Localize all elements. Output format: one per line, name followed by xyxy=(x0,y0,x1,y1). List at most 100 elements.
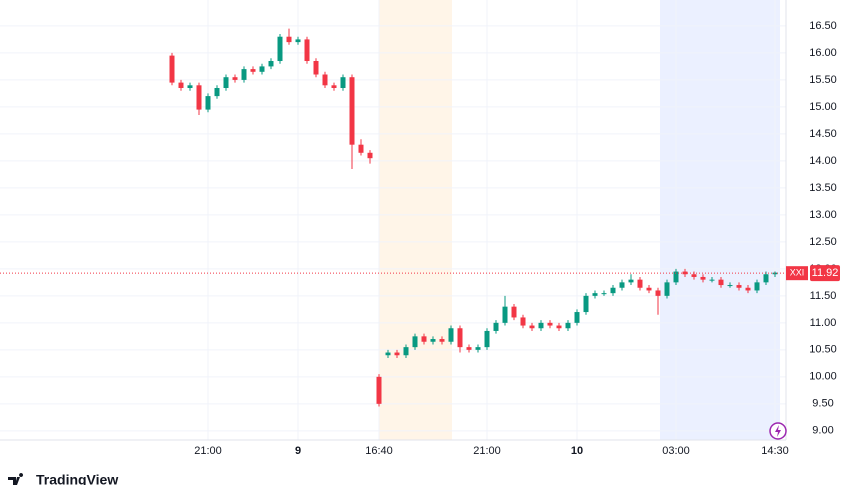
brand: TradingView xyxy=(36,472,118,485)
x-tick-label: 14:30 xyxy=(761,445,789,457)
y-tick-label: 14.00 xyxy=(809,155,837,167)
candle-body xyxy=(412,336,418,348)
logo: TradingView xyxy=(8,472,118,488)
candle-body xyxy=(538,322,544,329)
candle-body xyxy=(448,328,454,342)
x-tick-label: 21:00 xyxy=(473,445,501,457)
candle-body xyxy=(331,85,337,88)
y-tick-label: 16.50 xyxy=(809,20,837,32)
candle-body xyxy=(646,287,652,291)
session-band xyxy=(660,0,780,440)
y-tick-label: 9.00 xyxy=(812,425,833,437)
y-tick-label: 13.50 xyxy=(809,182,837,194)
candle-body xyxy=(475,347,481,350)
candle-body xyxy=(673,271,679,283)
candle-body xyxy=(358,144,364,153)
x-tick-label: 21:00 xyxy=(194,445,222,457)
y-tick-label: 11.50 xyxy=(810,290,837,302)
candle-body xyxy=(214,88,220,97)
x-tick-label: 16:40 xyxy=(365,445,393,457)
candle-body xyxy=(421,336,427,342)
price-tag xyxy=(810,265,840,282)
candle-body xyxy=(286,36,292,43)
candle-body xyxy=(403,347,409,356)
candle-body xyxy=(709,279,715,281)
candle-body xyxy=(223,77,229,88)
candle-body xyxy=(529,325,535,329)
candle-body xyxy=(511,306,517,318)
candle-body xyxy=(241,69,247,80)
candle-body xyxy=(574,312,580,323)
candle-body xyxy=(196,85,202,110)
candle-body xyxy=(754,282,760,291)
logo-mark xyxy=(8,473,24,485)
candle-body xyxy=(592,293,598,296)
candle-body xyxy=(547,322,553,326)
session-band xyxy=(379,0,452,440)
x-tick-label: 10 xyxy=(571,445,583,457)
candle-body xyxy=(376,376,382,404)
candle-body xyxy=(277,36,283,62)
candle-body xyxy=(340,77,346,88)
candle-body xyxy=(259,66,265,72)
candle-body xyxy=(736,285,742,288)
candle-body xyxy=(664,282,670,296)
candle-body xyxy=(493,322,499,331)
candle-body xyxy=(367,152,373,159)
candle-body xyxy=(619,282,625,288)
candle-body xyxy=(655,290,661,296)
y-tick-label: 15.50 xyxy=(809,74,837,86)
candle-body xyxy=(727,285,733,287)
candle-body xyxy=(439,339,445,342)
candle-body xyxy=(565,322,571,329)
y-tick-label: 11.00 xyxy=(810,317,837,329)
y-tick-label: 10.00 xyxy=(809,371,837,383)
candle-body xyxy=(295,39,301,43)
candle-body xyxy=(394,352,400,356)
candle-body xyxy=(187,85,193,88)
candle-body xyxy=(304,39,310,62)
candle-body xyxy=(628,279,634,283)
candle-body xyxy=(583,295,589,313)
y-tick-label: 14.50 xyxy=(809,128,837,140)
alert-icon-bolt xyxy=(775,425,781,437)
candle-body xyxy=(700,276,706,280)
candle-body xyxy=(484,330,490,348)
candle-body xyxy=(502,306,508,323)
y-tick-label: 13.00 xyxy=(809,209,837,221)
price-label: 11.92 xyxy=(812,267,839,279)
candle-body xyxy=(169,55,175,83)
candle-body xyxy=(430,339,436,342)
candle-body xyxy=(556,325,562,329)
y-tick-label: 12.50 xyxy=(809,236,837,248)
candle-body xyxy=(268,61,274,67)
y-tick-label: 15.00 xyxy=(809,101,837,113)
candle-body xyxy=(520,317,526,326)
candle-body xyxy=(637,279,643,288)
candle-body xyxy=(691,274,697,277)
symbol-tag xyxy=(786,266,808,281)
candle-body xyxy=(763,274,769,283)
candle-body xyxy=(349,77,355,145)
candle-body xyxy=(610,287,616,294)
candle-body xyxy=(232,77,238,80)
candle-body xyxy=(250,69,256,72)
candle-body xyxy=(601,293,607,295)
x-tick-label: 03:00 xyxy=(662,445,690,457)
candle-body xyxy=(178,82,184,88)
candle-body xyxy=(457,328,463,348)
symbol-label: XXI xyxy=(790,268,805,278)
y-tick-label: 16.00 xyxy=(809,47,837,59)
candle-body xyxy=(313,61,319,75)
candle-body xyxy=(718,279,724,286)
x-tick-label: 9 xyxy=(295,445,301,457)
candle-body xyxy=(385,352,391,356)
candle-body xyxy=(466,347,472,350)
candle-body xyxy=(322,74,328,86)
candle-body xyxy=(205,96,211,110)
candle-body xyxy=(745,287,751,291)
y-tick-label: 10.50 xyxy=(809,344,837,356)
y-tick-label: 9.50 xyxy=(812,398,833,410)
